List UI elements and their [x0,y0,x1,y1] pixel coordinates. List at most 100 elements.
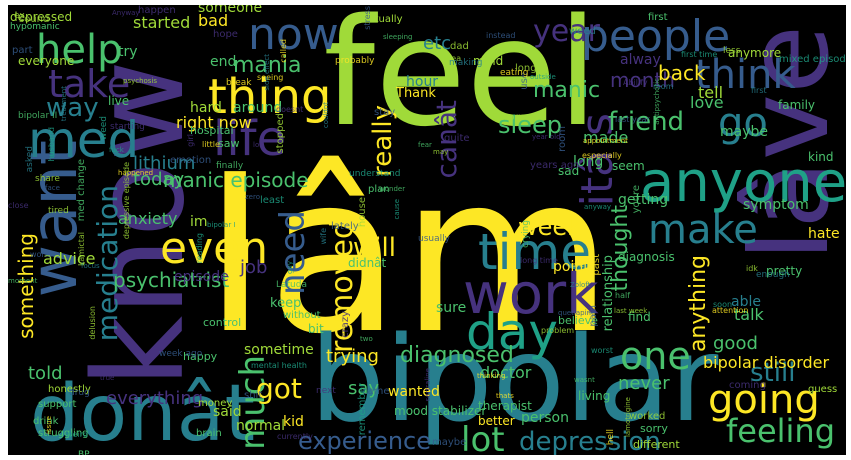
small-word: weird [66,430,88,439]
small-word: face [45,184,60,192]
small-word: outside [530,73,556,81]
word-believe: believe [558,314,598,327]
small-word: treatment [60,86,68,122]
small-word: isnt [571,261,584,269]
word-depression: depression [519,427,661,455]
word-psychiatrist: psychiatrist [113,268,230,292]
word-never: never [618,373,670,394]
word-thank-small: Thank [396,86,436,101]
word-med: med [28,111,140,169]
word-mood-stabilizer: mood stabilizer [394,404,487,418]
word-bit: bit [308,322,324,336]
small-word: guy [286,261,294,275]
small-word: instead [486,31,516,40]
word-something: something [14,233,38,339]
small-word: year old [532,133,561,141]
word-day: day [466,303,558,361]
word-mind: mind [473,54,504,68]
word-hospital: hospital [190,124,234,137]
word-bad: bad [198,11,229,30]
small-word: weed [99,116,109,141]
word-everything: everything [106,388,204,409]
small-word: called [279,39,288,63]
small-word: long time [520,256,558,265]
word-manic-episode: manic episode [163,168,309,192]
small-word: true [100,374,115,382]
word-sorry: sorry [640,422,668,435]
word-take: take [48,62,131,106]
small-word: world [30,250,53,259]
word-right-now: right now [176,113,252,132]
word-better: better [478,414,515,428]
word-bp: BP [78,450,90,456]
small-word: stopped [275,113,286,154]
small-word: crying [521,220,531,248]
small-word: focus [81,262,100,270]
word-today: today [133,169,185,190]
small-word: bipolar II [18,111,58,121]
small-word: years ago [530,160,580,171]
small-word: asked [25,146,35,173]
word-hate: hate [808,226,840,242]
word-depressed: depressed [10,10,73,24]
word-anything: anything [686,255,711,353]
small-word: med change [76,159,87,222]
small-word: wasnt [574,376,595,384]
small-word: little [202,140,220,149]
small-word: soon [713,300,733,309]
word-symptom: symptom [743,197,809,213]
small-word: shit [244,390,263,401]
small-word: especially [582,151,622,160]
word-life: life [213,111,287,167]
word-way: way [46,93,99,123]
word-doctor: doctor [480,363,532,382]
small-word: week ago [159,349,203,359]
small-word: wife [319,228,328,245]
word-will: will [353,233,396,263]
small-word: sound [19,14,50,25]
word-live: live [108,94,130,108]
word-hypomanic: hypomanic [10,22,60,32]
small-word: husband [47,127,56,162]
word-say: say [348,378,380,399]
word-said: said [213,404,242,420]
word-episode: episode [174,269,229,285]
small-word: psychosis [123,77,158,85]
word-hard: hard [190,100,222,116]
word-end: end [210,54,237,70]
word-sleep: sleep [498,111,562,139]
word-someone: someone [198,5,263,16]
small-word: Abilify [623,78,648,87]
small-word: less [723,46,741,56]
small-word: mental health [251,361,307,370]
small-word: coming [729,380,766,391]
small-word: lately [331,221,359,232]
small-word: Seroquel [492,112,537,123]
word-anyone: anyone [640,150,846,215]
word-maybe: maybe [720,124,769,140]
word-friend: friend [608,107,685,137]
small-word: sertraline [424,368,432,402]
small-word: mom [653,82,674,91]
small-word: worst [591,346,614,355]
small-word: fuck [109,146,124,154]
word-love: love [690,93,724,112]
word-sad: sad [558,164,580,178]
word-brain: brain [196,428,222,439]
word-family: family [778,98,816,112]
word-long: long [573,154,604,170]
small-word: wonder [379,185,406,193]
word-money: money [198,398,233,409]
word-one: one [620,334,691,378]
word-experience: experience [298,427,432,455]
small-word: Anyway [112,9,140,17]
small-word: dad [450,41,469,52]
word-feeling: feeling [726,412,836,450]
word-made: made [583,128,629,147]
word-hour: hour [406,74,439,90]
small-word: half [615,291,631,300]
small-word: issue [45,416,53,434]
small-word: last year [615,115,650,124]
small-word: doesnt [276,105,304,114]
word-support: support [38,399,77,410]
